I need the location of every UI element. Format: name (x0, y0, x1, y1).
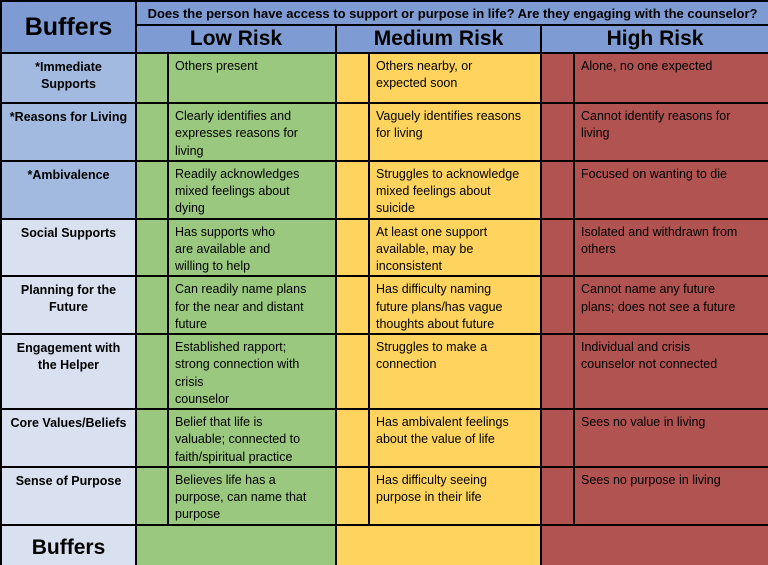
high-risk-cell: Individual and crisis counselor not conn… (572, 333, 768, 410)
high-risk-cell: Sees no value in living (572, 408, 768, 468)
low-risk-strip (135, 52, 169, 104)
medium-risk-strip (335, 333, 370, 410)
high-risk-strip (540, 275, 575, 335)
medium-risk-cell: Has difficulty naming future plans/has v… (368, 275, 542, 335)
high-risk-cell: Cannot name any future plans; does not s… (572, 275, 768, 335)
high-risk-strip (540, 333, 575, 410)
row-label-social-supports: Social Supports (0, 217, 137, 278)
medium-risk-strip (335, 217, 370, 278)
medium-risk-empty-cell (335, 523, 542, 565)
high-risk-strip (540, 159, 575, 220)
medium-risk-strip (335, 159, 370, 220)
table-row: Buffers (0, 523, 768, 565)
table-row: *Reasons for Living Clearly identifies a… (0, 102, 768, 162)
high-risk-strip (540, 465, 575, 526)
low-risk-cell: Clearly identifies and expresses reasons… (167, 102, 337, 162)
medium-risk-strip (335, 275, 370, 335)
high-risk-header: High Risk (539, 24, 768, 54)
medium-risk-cell: Struggles to acknowledge mixed feelings … (368, 159, 542, 220)
medium-risk-strip (335, 52, 370, 104)
high-risk-cell: Cannot identify reasons for living (572, 102, 768, 162)
medium-risk-header: Medium Risk (335, 24, 542, 54)
low-risk-cell: Has supports who are available and willi… (167, 217, 337, 278)
high-risk-strip (540, 102, 575, 162)
low-risk-cell: Others present (167, 52, 337, 104)
high-risk-cell: Isolated and withdrawn from others (572, 217, 768, 278)
table-row: Engagement with the Helper Established r… (0, 333, 768, 410)
low-risk-empty-cell (135, 523, 337, 565)
row-label-engagement-with-the-helper: Engagement with the Helper (0, 333, 137, 410)
row-label-core-values-beliefs: Core Values/Beliefs (0, 408, 137, 468)
table-row: Planning for the Future Can readily name… (0, 275, 768, 335)
low-risk-strip (135, 159, 169, 220)
low-risk-strip (135, 217, 169, 278)
high-risk-empty-cell (539, 523, 768, 565)
low-risk-cell: Believes life has a purpose, can name th… (167, 465, 337, 526)
row-label-planning-for-the-future: Planning for the Future (0, 275, 137, 335)
row-label-sense-of-purpose: Sense of Purpose (0, 465, 137, 526)
low-risk-cell: Readily acknowledges mixed feelings abou… (167, 159, 337, 220)
table-row: Social Supports Has supports who are ava… (0, 217, 768, 278)
row-label-ambivalence: *Ambivalence (0, 159, 137, 220)
low-risk-strip (135, 333, 169, 410)
low-risk-strip (135, 408, 169, 468)
medium-risk-cell: Has ambivalent feelings about the value … (368, 408, 542, 468)
high-risk-cell: Focused on wanting to die (572, 159, 768, 220)
footer-buffers-label: Buffers (0, 523, 137, 565)
low-risk-cell: Belief that life is valuable; connected … (167, 408, 337, 468)
table-row: Sense of Purpose Believes life has a pur… (0, 465, 768, 526)
question-header: Does the person have access to support o… (134, 0, 768, 26)
table-row: *Ambivalence Readily acknowledges mixed … (0, 159, 768, 220)
high-risk-cell: Alone, no one expected (572, 52, 768, 104)
low-risk-strip (135, 102, 169, 162)
medium-risk-cell: At least one support available, may be i… (368, 217, 542, 278)
medium-risk-strip (335, 465, 370, 526)
medium-risk-strip (335, 102, 370, 162)
low-risk-strip (135, 275, 169, 335)
medium-risk-cell: Struggles to make a connection (368, 333, 542, 410)
row-label-reasons-for-living: *Reasons for Living (0, 102, 137, 162)
medium-risk-cell: Has difficulty seeing purpose in their l… (368, 465, 542, 526)
medium-risk-strip (335, 408, 370, 468)
medium-risk-cell: Others nearby, or expected soon (368, 52, 542, 104)
low-risk-strip (135, 465, 169, 526)
medium-risk-cell: Vaguely identifies reasons for living (368, 102, 542, 162)
high-risk-strip (540, 52, 575, 104)
high-risk-cell: Sees no purpose in living (572, 465, 768, 526)
table-row: Core Values/Beliefs Belief that life is … (0, 408, 768, 468)
low-risk-cell: Can readily name plans for the near and … (167, 275, 337, 335)
row-label-immediate-supports: *Immediate Supports (0, 52, 137, 104)
table-row: *Immediate Supports Others present Other… (0, 52, 768, 104)
high-risk-strip (540, 217, 575, 278)
high-risk-strip (540, 408, 575, 468)
low-risk-header: Low Risk (135, 24, 337, 54)
low-risk-cell: Established rapport; strong connection w… (167, 333, 337, 410)
corner-buffers-header: Buffers (0, 0, 137, 54)
